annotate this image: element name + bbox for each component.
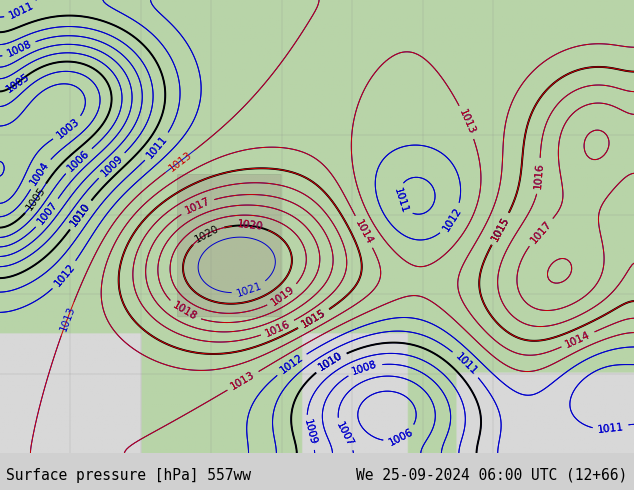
Text: 1015: 1015 [300,308,328,330]
Text: 1006: 1006 [387,426,415,447]
Text: 1003: 1003 [55,116,81,141]
Text: 1013: 1013 [457,108,477,136]
Text: 1016: 1016 [264,318,292,338]
Text: 1017: 1017 [528,219,553,245]
Text: 1012: 1012 [53,262,77,289]
Text: 1005: 1005 [4,71,31,95]
Text: 1011: 1011 [597,422,624,435]
Text: 1017: 1017 [183,196,211,216]
Text: 1012: 1012 [441,206,463,233]
Text: 1014: 1014 [564,329,592,349]
Text: We 25-09-2024 06:00 UTC (12+66): We 25-09-2024 06:00 UTC (12+66) [356,468,628,483]
Text: 1007: 1007 [333,420,354,448]
Text: 1016: 1016 [533,162,545,190]
Text: 1010: 1010 [68,201,93,228]
Text: 1006: 1006 [387,426,415,447]
Text: 1015: 1015 [300,308,328,330]
Text: 1013: 1013 [457,108,477,136]
Text: 1020: 1020 [236,220,264,232]
Text: 1015: 1015 [489,215,511,243]
Text: 1009: 1009 [302,418,318,446]
Text: 1004: 1004 [29,160,51,188]
Text: 1014: 1014 [353,218,375,246]
Text: 1006: 1006 [65,148,91,173]
Text: 1011: 1011 [7,0,36,21]
Text: 1019: 1019 [269,284,297,308]
Text: 1005: 1005 [4,71,31,95]
Text: 1012: 1012 [53,262,77,289]
Text: 1010: 1010 [68,201,93,228]
Text: 1004: 1004 [29,160,51,188]
Text: 1010: 1010 [317,351,344,373]
Text: 1009: 1009 [99,153,125,178]
Text: Surface pressure [hPa] 557ww: Surface pressure [hPa] 557ww [6,468,251,483]
Text: 1009: 1009 [302,418,318,446]
Text: 1013: 1013 [229,370,257,392]
Text: 1015: 1015 [300,308,328,330]
Text: 1014: 1014 [353,218,375,246]
Text: 1008: 1008 [351,359,378,377]
Text: 1013: 1013 [229,370,257,392]
Text: 1012: 1012 [441,206,463,233]
Text: 1011: 1011 [392,186,410,215]
Text: 1005: 1005 [25,185,48,212]
Text: 1011: 1011 [597,422,624,435]
Text: 1011: 1011 [392,186,410,215]
Text: 1017: 1017 [528,219,553,245]
Text: 1003: 1003 [55,116,81,141]
Text: 1011: 1011 [145,134,170,160]
Text: 1011: 1011 [453,351,479,377]
Text: 1010: 1010 [68,201,93,228]
Text: 1016: 1016 [533,162,545,190]
Text: 1018: 1018 [171,301,198,323]
Text: 1013: 1013 [167,149,194,173]
Text: 1015: 1015 [489,215,511,243]
Text: 1012: 1012 [278,352,305,376]
Text: 1007: 1007 [36,200,60,226]
Text: 1010: 1010 [317,351,344,373]
Text: 1008: 1008 [5,39,33,59]
Text: 1018: 1018 [171,301,198,323]
Text: 1010: 1010 [317,351,344,373]
Text: 1009: 1009 [99,153,125,178]
Text: 1020: 1020 [236,220,264,232]
Text: 1011: 1011 [453,351,479,377]
Text: 1020: 1020 [193,223,221,245]
Text: 1007: 1007 [36,200,60,226]
Text: 1007: 1007 [333,420,354,448]
Text: 1013: 1013 [58,305,77,333]
Text: 1011: 1011 [7,0,36,21]
Text: 1016: 1016 [264,318,292,338]
Text: 1012: 1012 [278,352,305,376]
Text: 1014: 1014 [564,329,592,349]
Text: 1008: 1008 [351,359,378,377]
Text: 1019: 1019 [269,284,297,308]
Text: 1017: 1017 [183,196,211,216]
Text: 1021: 1021 [235,281,264,299]
Text: 1015: 1015 [489,215,511,243]
Text: 1006: 1006 [65,148,91,173]
Text: 1011: 1011 [145,134,170,160]
Text: 1008: 1008 [5,39,33,59]
